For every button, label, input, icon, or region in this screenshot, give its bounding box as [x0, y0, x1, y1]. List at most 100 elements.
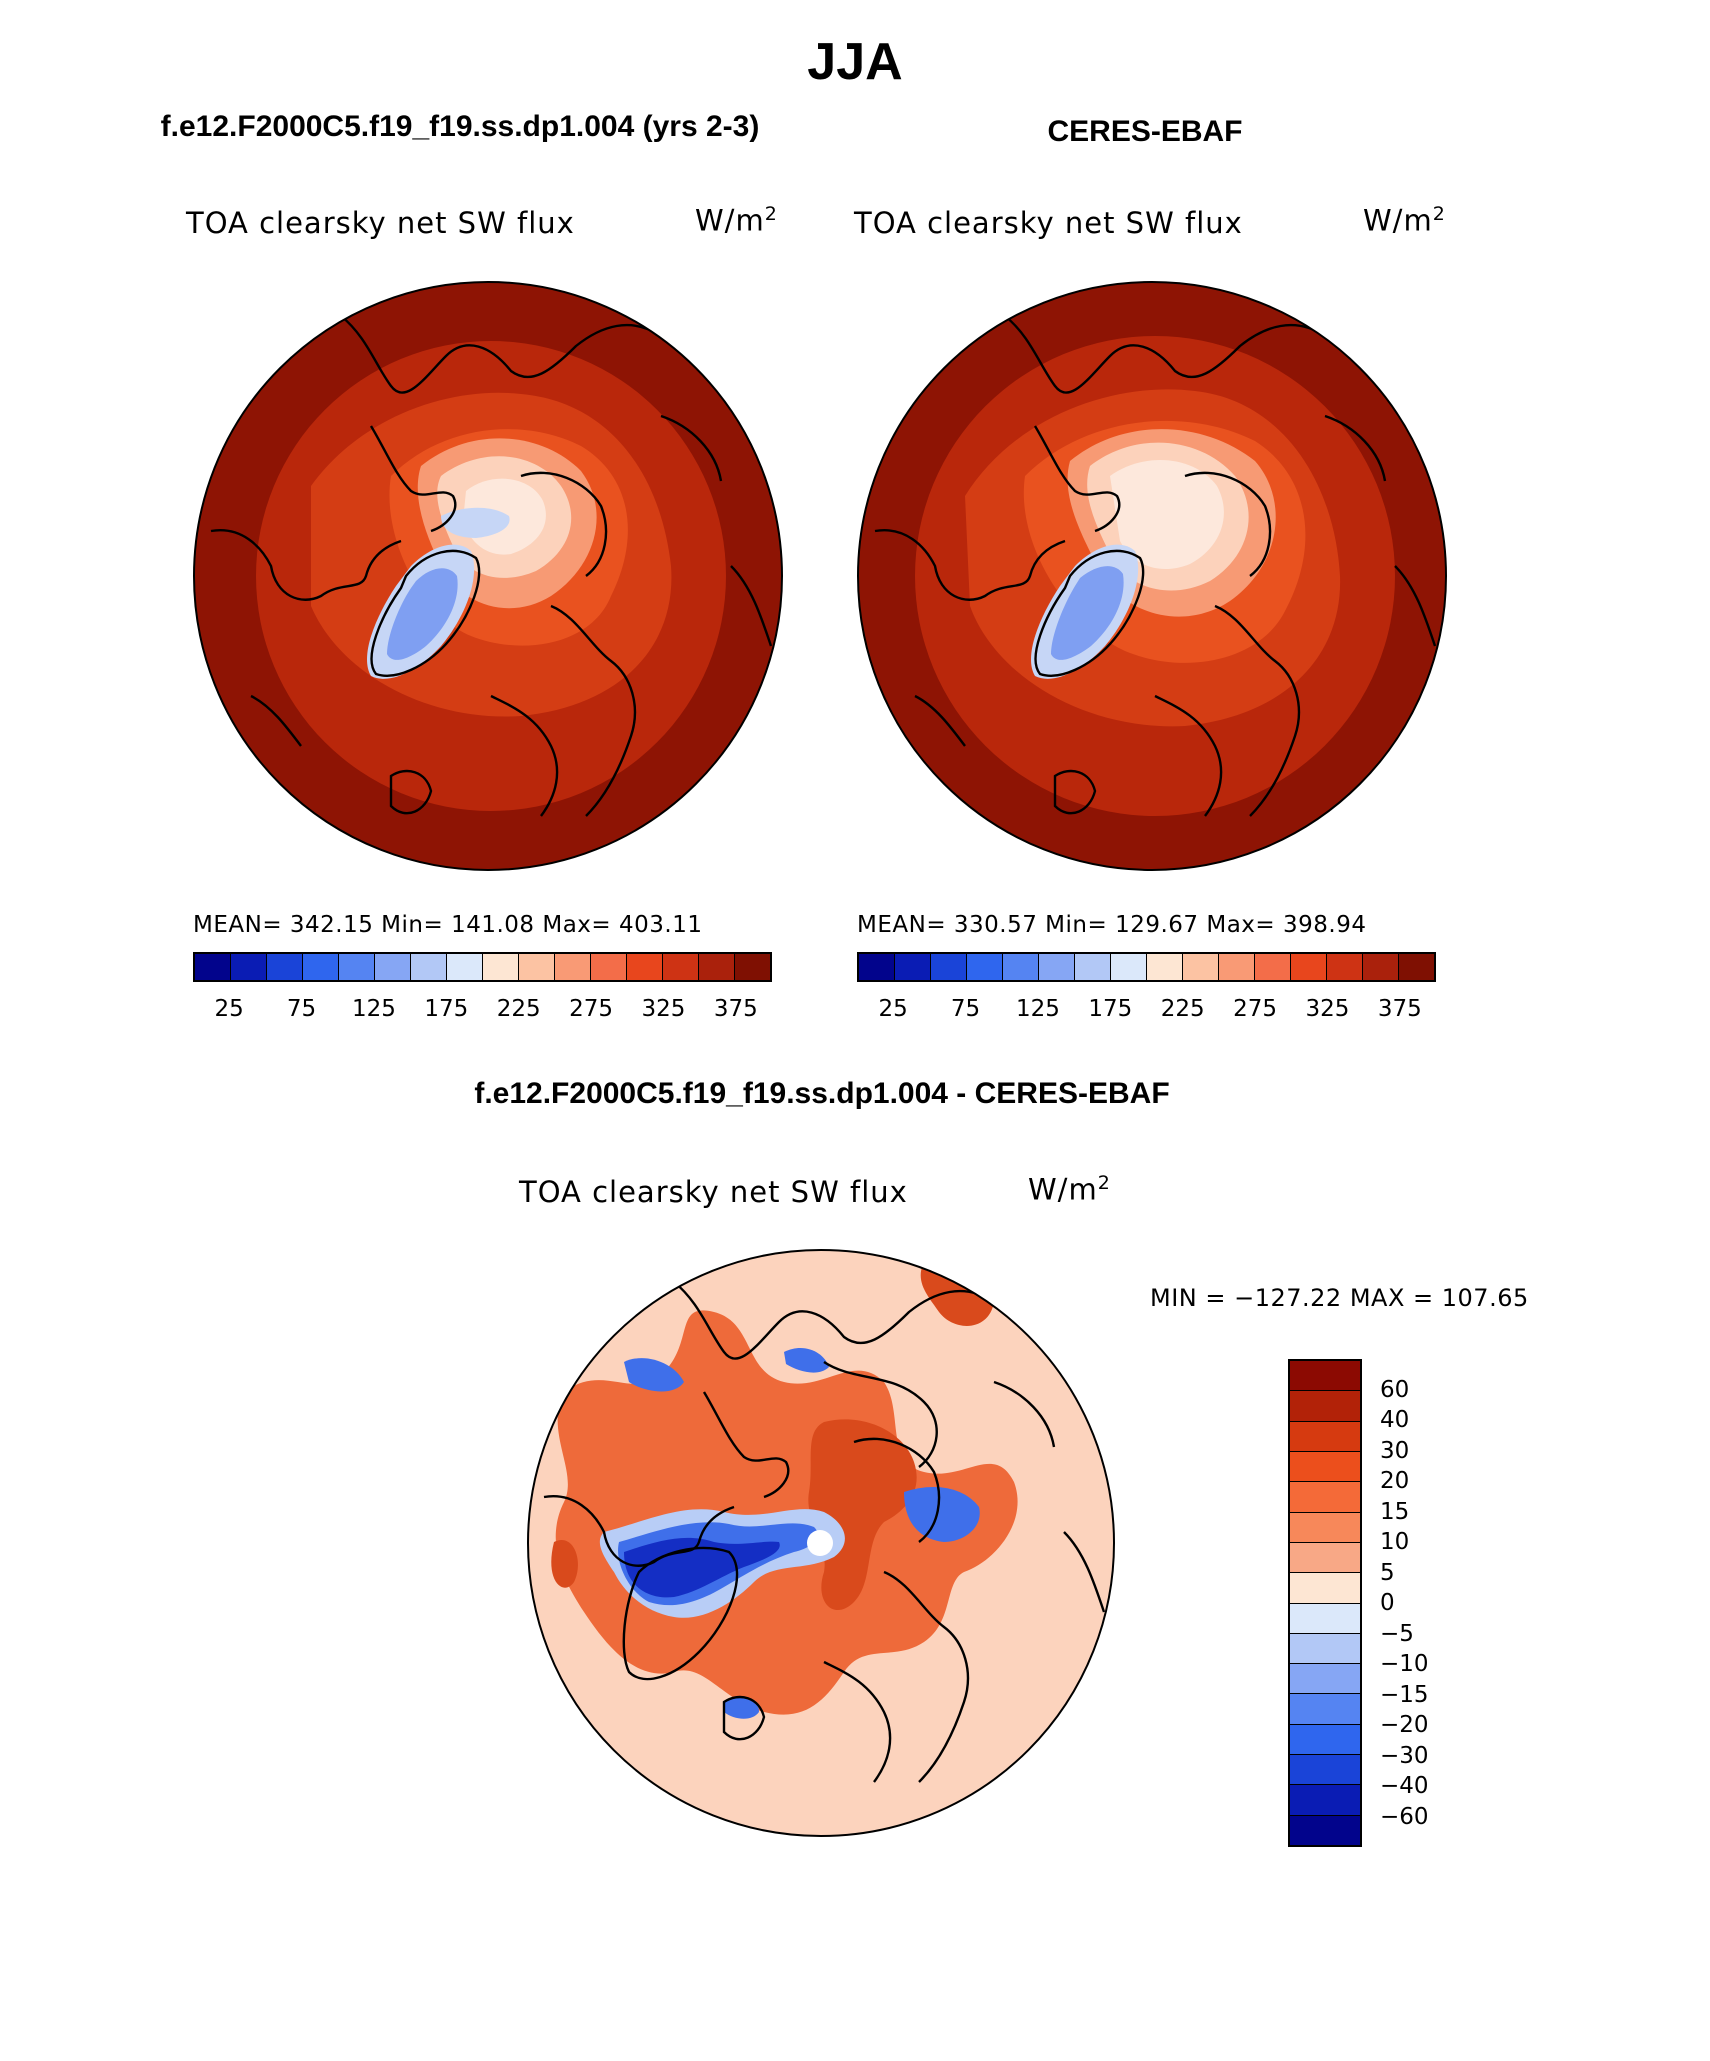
obs-colorbar-swatch: [1399, 954, 1434, 980]
obs-colorbar-swatch: [1039, 954, 1075, 980]
diff-colorbar-swatch: [1290, 1664, 1360, 1695]
diff-colorbar-tick-label: −10: [1380, 1651, 1429, 1677]
obs-colorbar-swatch: [1327, 954, 1363, 980]
diff-colorbar-swatch: [1290, 1633, 1360, 1665]
model-colorbar-swatch: [483, 954, 519, 980]
model-greenland-core: [387, 568, 458, 660]
diff-colorbar-swatch: [1290, 1542, 1360, 1574]
diff-colorbar-tick-label: −5: [1380, 1620, 1414, 1647]
diff-pole-hole: [807, 1530, 833, 1556]
obs-polar-map: [857, 281, 1447, 871]
diff-colorbar-tick-label: 60: [1380, 1376, 1410, 1403]
obs-map-border: [857, 281, 1447, 871]
model-map-border: [193, 281, 783, 871]
obs-colorbar-swatch: [967, 954, 1003, 980]
diff-colorbar-swatch: [1290, 1391, 1360, 1422]
obs-panel-title: CERES-EBAF: [1047, 115, 1243, 148]
model-colorbar-tick-label: 175: [424, 996, 469, 1022]
diff-negative-north: [784, 1347, 829, 1373]
model-coastlines: [210, 315, 773, 817]
obs-colorbar-swatch: [931, 954, 967, 980]
model-panel-title: f.e12.F2000C5.f19_f19.ss.dp1.004 (yrs 2-…: [160, 110, 760, 143]
model-colorbar-swatch: [339, 954, 375, 980]
diff-colorbar-swatch: [1290, 1482, 1360, 1513]
obs-colorbar: [857, 952, 1436, 982]
model-colorbar-swatch: [591, 954, 627, 980]
diff-negative-siberia: [904, 1487, 980, 1542]
figure-title: JJA: [807, 33, 903, 91]
obs-colorbar-tick-label: 175: [1088, 996, 1133, 1022]
model-colorbar-swatch: [699, 954, 735, 980]
diff-colorbar-swatch: [1290, 1512, 1360, 1543]
model-colorbar-tick-label: 125: [351, 996, 396, 1022]
obs-colorbar-tick-label: 75: [950, 996, 981, 1022]
diff-colorbar-ticks: 60 40 30 20 15 10 5 0 −5 −10 −15 −20 −30 −40 −60: [1380, 1359, 1480, 1847]
obs-colorbar-swatch: [1147, 954, 1183, 980]
model-colorbar: [193, 952, 772, 982]
model-colorbar-swatch: [267, 954, 303, 980]
diff-colorbar-tick-label: 5: [1380, 1559, 1395, 1586]
obs-colorbar-swatch: [1363, 954, 1399, 980]
diff-negative-alaska: [624, 1358, 684, 1392]
obs-colorbar-swatch: [1291, 954, 1327, 980]
obs-colorbar-swatch: [895, 954, 931, 980]
model-colorbar-swatch: [303, 954, 339, 980]
obs-arctic-core: [1110, 459, 1224, 570]
obs-colorbar-tick-label: 125: [1015, 996, 1060, 1022]
diff-panel-title: f.e12.F2000C5.f19_f19.ss.dp1.004 - CERES…: [474, 1077, 1170, 1110]
obs-colorbar-swatch: [1111, 954, 1147, 980]
diff-colorbar: [1288, 1359, 1362, 1847]
obs-greenland-core: [1051, 566, 1124, 660]
model-colorbar-swatch: [447, 954, 483, 980]
diff-variable-label: TOA clearsky net SW flux: [519, 1175, 908, 1209]
diff-negative-greenland-south: [724, 1696, 759, 1719]
diff-colorbar-tick-label: −40: [1380, 1773, 1429, 1799]
obs-colorbar-tick-label: 225: [1160, 996, 1205, 1022]
model-colorbar-swatch: [411, 954, 447, 980]
model-polar-map: [193, 281, 783, 871]
model-colorbar-tick-label: 325: [641, 996, 686, 1022]
obs-variable-label: TOA clearsky net SW flux: [854, 206, 1243, 240]
diff-colorbar-swatch: [1290, 1603, 1360, 1634]
diff-colorbar-swatch: [1290, 1451, 1360, 1483]
model-colorbar-swatch: [555, 954, 591, 980]
model-colorbar-swatch: [735, 954, 770, 980]
diff-polar-map: [527, 1249, 1115, 1837]
model-colorbar-swatch: [375, 954, 411, 980]
obs-coastlines: [874, 315, 1437, 817]
diff-colorbar-tick-label: 20: [1380, 1468, 1410, 1494]
diff-colorbar-swatch: [1290, 1361, 1360, 1392]
model-nares-ice: [441, 507, 510, 538]
diff-colorbar-swatch: [1290, 1815, 1360, 1845]
diff-coastlines: [543, 1281, 1106, 1783]
diff-colorbar-tick-label: −30: [1380, 1742, 1429, 1769]
diff-colorbar-tick-label: 40: [1380, 1407, 1410, 1433]
diff-strong-positive-w: [551, 1540, 578, 1588]
obs-colorbar-swatch: [1219, 954, 1255, 980]
diff-colorbar-tick-label: 30: [1380, 1437, 1410, 1464]
model-colorbar-ticks: 25 75 125 175 225 275 325 375: [193, 996, 772, 1026]
model-stats: MEAN= 342.15 Min= 141.08 Max= 403.11: [193, 912, 703, 938]
diff-units-label: W/m2: [1028, 1172, 1111, 1207]
diff-map-border: [527, 1249, 1115, 1837]
obs-stats: MEAN= 330.57 Min= 129.67 Max= 398.94: [857, 912, 1367, 938]
model-colorbar-tick-label: 225: [496, 996, 541, 1022]
diff-colorbar-swatch: [1290, 1694, 1360, 1725]
diff-colorbar-swatch: [1290, 1785, 1360, 1816]
model-colorbar-tick-label: 375: [713, 996, 758, 1022]
diff-colorbar-tick-label: 0: [1380, 1590, 1395, 1616]
diff-colorbar-swatch: [1290, 1421, 1360, 1452]
diff-colorbar-swatch: [1290, 1724, 1360, 1756]
diff-colorbar-swatch: [1290, 1755, 1360, 1786]
model-colorbar-swatch: [195, 954, 231, 980]
diff-colorbar-swatch: [1290, 1573, 1360, 1604]
diff-colorbar-tick-label: 10: [1380, 1529, 1410, 1555]
model-variable-label: TOA clearsky net SW flux: [186, 206, 575, 240]
model-colorbar-tick-label: 275: [569, 996, 614, 1022]
diff-colorbar-tick-label: −15: [1380, 1681, 1429, 1708]
model-colorbar-tick-label: 25: [214, 996, 244, 1022]
model-colorbar-swatch: [519, 954, 555, 980]
obs-colorbar-swatch: [1255, 954, 1291, 980]
obs-colorbar-tick-label: 25: [878, 996, 908, 1022]
obs-colorbar-tick-label: 275: [1233, 996, 1278, 1022]
